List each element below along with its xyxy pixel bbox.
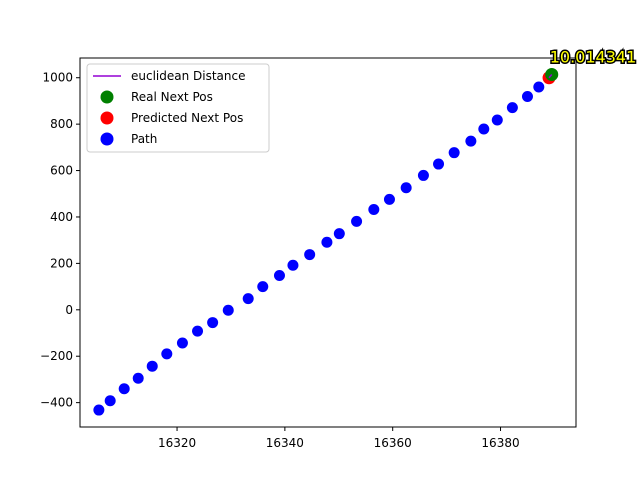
path-point xyxy=(273,269,285,281)
path-point xyxy=(222,304,234,316)
legend: euclidean Distance Real Next Pos Predicted… xyxy=(86,63,270,153)
legend-label-euclidean-distance: euclidean Distance xyxy=(131,69,246,83)
legend-label-predicted-next-pos: Predicted Next Pos xyxy=(131,111,243,125)
y-tick-label: −200 xyxy=(40,349,73,363)
y-tick-label: 600 xyxy=(50,164,73,178)
legend-swatch-path xyxy=(100,132,114,146)
y-tick-label: 0 xyxy=(65,303,73,317)
y-tick-label: 1000 xyxy=(42,71,73,85)
path-point xyxy=(207,317,219,329)
path-point xyxy=(368,204,380,216)
x-tick-label: 16340 xyxy=(266,436,304,450)
legend-label-path: Path xyxy=(131,132,157,146)
x-tick-label: 16360 xyxy=(374,436,412,450)
path-point xyxy=(478,123,490,135)
distance-annotation: 10.014341 xyxy=(550,47,637,66)
legend-box xyxy=(86,63,270,153)
legend-swatch-real-next-pos xyxy=(100,90,114,104)
path-point xyxy=(146,360,158,372)
legend-swatch-predicted-next-pos xyxy=(100,111,114,125)
path-point xyxy=(287,259,299,271)
path-point xyxy=(521,91,533,103)
y-tick-label: 800 xyxy=(50,117,73,131)
path-point xyxy=(93,404,105,416)
axes-layer: 16320 16340 16360 16380 −400 −200 0 200 400 600 80… xyxy=(40,57,577,450)
path-point xyxy=(333,228,345,240)
path-point xyxy=(257,281,269,293)
path-point xyxy=(242,293,254,305)
path-point xyxy=(433,158,445,170)
y-tick-label: 200 xyxy=(50,256,73,270)
path-point xyxy=(118,383,130,395)
euclidean-distance-line xyxy=(548,73,553,79)
path-point xyxy=(321,236,333,248)
x-tick-label: 16380 xyxy=(481,436,519,450)
path-point xyxy=(304,249,316,261)
x-tick-label: 16320 xyxy=(158,436,196,450)
path-point xyxy=(192,325,204,337)
axes-frame xyxy=(79,57,577,428)
annotation-layer: 10.014341 xyxy=(548,46,638,68)
path-point xyxy=(533,81,545,93)
path-point xyxy=(176,337,188,349)
path-point xyxy=(383,193,395,205)
path-point xyxy=(104,395,116,407)
data-layer xyxy=(93,67,559,416)
path-point xyxy=(491,114,503,126)
legend-label-real-next-pos: Real Next Pos xyxy=(131,90,213,104)
path-point xyxy=(506,102,518,114)
path-point xyxy=(417,169,429,181)
path-point xyxy=(465,135,477,147)
y-tick-label: 400 xyxy=(50,210,73,224)
path-point xyxy=(448,147,460,159)
path-point xyxy=(351,215,363,227)
path-point xyxy=(132,372,144,384)
path-point xyxy=(161,348,173,360)
y-tick-label: −400 xyxy=(40,396,73,410)
path-point xyxy=(400,182,412,194)
